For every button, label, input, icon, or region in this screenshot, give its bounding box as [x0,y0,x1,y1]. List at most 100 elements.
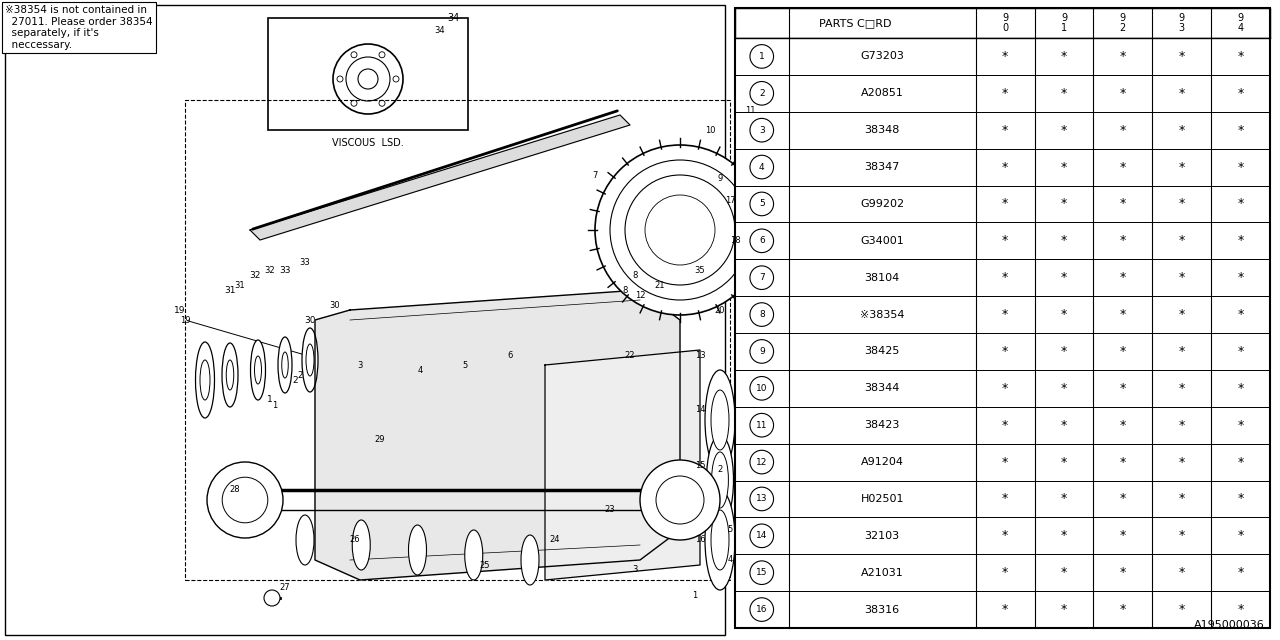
Text: 38344: 38344 [864,383,900,394]
Circle shape [657,476,704,524]
Circle shape [750,229,773,253]
Ellipse shape [282,352,288,378]
Text: 20: 20 [714,305,726,314]
Circle shape [264,590,280,606]
Text: 16: 16 [695,536,705,545]
Circle shape [595,145,765,315]
Text: 11: 11 [745,106,755,115]
Text: 38423: 38423 [864,420,900,430]
Text: 10: 10 [705,125,716,134]
Text: *: * [1238,271,1244,284]
Text: *: * [1179,50,1185,63]
Text: *: * [1061,124,1068,137]
Text: *: * [1061,603,1068,616]
Circle shape [207,462,283,538]
Bar [735,296,1270,333]
Text: *: * [1120,529,1126,542]
Text: *: * [1002,197,1009,211]
Text: 19: 19 [174,305,186,314]
Text: 22: 22 [625,351,635,360]
Circle shape [393,76,399,82]
Text: *: * [1061,161,1068,173]
Text: 8: 8 [632,271,637,280]
Text: H02501: H02501 [860,494,904,504]
Text: *: * [1238,87,1244,100]
Text: 9
0: 9 0 [1002,13,1009,33]
Text: *: * [1179,161,1185,173]
Text: *: * [1120,345,1126,358]
Bar [735,38,1270,75]
Text: A20851: A20851 [860,88,904,99]
Text: *: * [1179,492,1185,506]
Text: *: * [1120,271,1126,284]
Circle shape [750,192,773,216]
Text: *: * [1002,87,1009,100]
Text: 38347: 38347 [864,162,900,172]
Text: ※38354 is not contained in
  27011. Please order 38354
  separately, if it's
  n: ※38354 is not contained in 27011. Please… [5,5,152,50]
Text: *: * [1002,382,1009,395]
Ellipse shape [255,356,261,384]
Text: *: * [1238,566,1244,579]
Text: *: * [1179,87,1185,100]
Text: *: * [1238,161,1244,173]
Text: *: * [1238,603,1244,616]
Text: 4: 4 [727,556,732,564]
Text: 32: 32 [250,271,261,280]
Text: *: * [1002,234,1009,247]
Text: 3: 3 [759,125,764,134]
Circle shape [333,44,403,114]
Text: 13: 13 [695,351,705,360]
Text: 3: 3 [632,566,637,575]
Circle shape [223,477,268,523]
Text: 19: 19 [179,316,191,324]
Text: 25: 25 [480,561,490,570]
Bar [735,8,1270,38]
Circle shape [346,57,390,101]
Circle shape [358,69,378,89]
Text: *: * [1002,271,1009,284]
Circle shape [379,100,385,106]
Text: *: * [1179,197,1185,211]
Text: 32103: 32103 [864,531,900,541]
Text: *: * [1238,492,1244,506]
Text: 30: 30 [305,316,316,324]
Text: *: * [1061,419,1068,432]
Text: 6: 6 [507,351,513,360]
Text: *: * [1179,603,1185,616]
Text: 3: 3 [332,371,338,380]
Text: 9: 9 [717,173,723,182]
Text: PARTS C□RD: PARTS C□RD [819,18,892,28]
Text: *: * [1002,308,1009,321]
Text: *: * [1002,566,1009,579]
Text: *: * [1120,50,1126,63]
Text: G99202: G99202 [860,199,904,209]
Text: *: * [1179,529,1185,542]
Text: *: * [1120,308,1126,321]
Text: 9
2: 9 2 [1120,13,1126,33]
Text: *: * [1061,456,1068,468]
Circle shape [611,160,750,300]
Text: 27: 27 [280,584,291,593]
Text: 6: 6 [759,236,764,245]
Ellipse shape [710,510,730,570]
Text: *: * [1061,345,1068,358]
Ellipse shape [306,344,314,376]
Bar [735,75,1270,112]
Text: 10: 10 [756,384,768,393]
Text: *: * [1120,124,1126,137]
Text: *: * [1179,456,1185,468]
Circle shape [750,266,773,289]
Ellipse shape [278,337,292,393]
Text: G34001: G34001 [860,236,904,246]
Text: *: * [1179,419,1185,432]
Text: *: * [1061,234,1068,247]
Circle shape [750,340,773,364]
Bar [735,333,1270,370]
Text: G73203: G73203 [860,51,904,61]
Bar [5,5,724,635]
Bar [735,8,1270,628]
Ellipse shape [352,520,370,570]
Text: *: * [1238,345,1244,358]
Ellipse shape [296,515,314,565]
Text: 9
3: 9 3 [1179,13,1185,33]
